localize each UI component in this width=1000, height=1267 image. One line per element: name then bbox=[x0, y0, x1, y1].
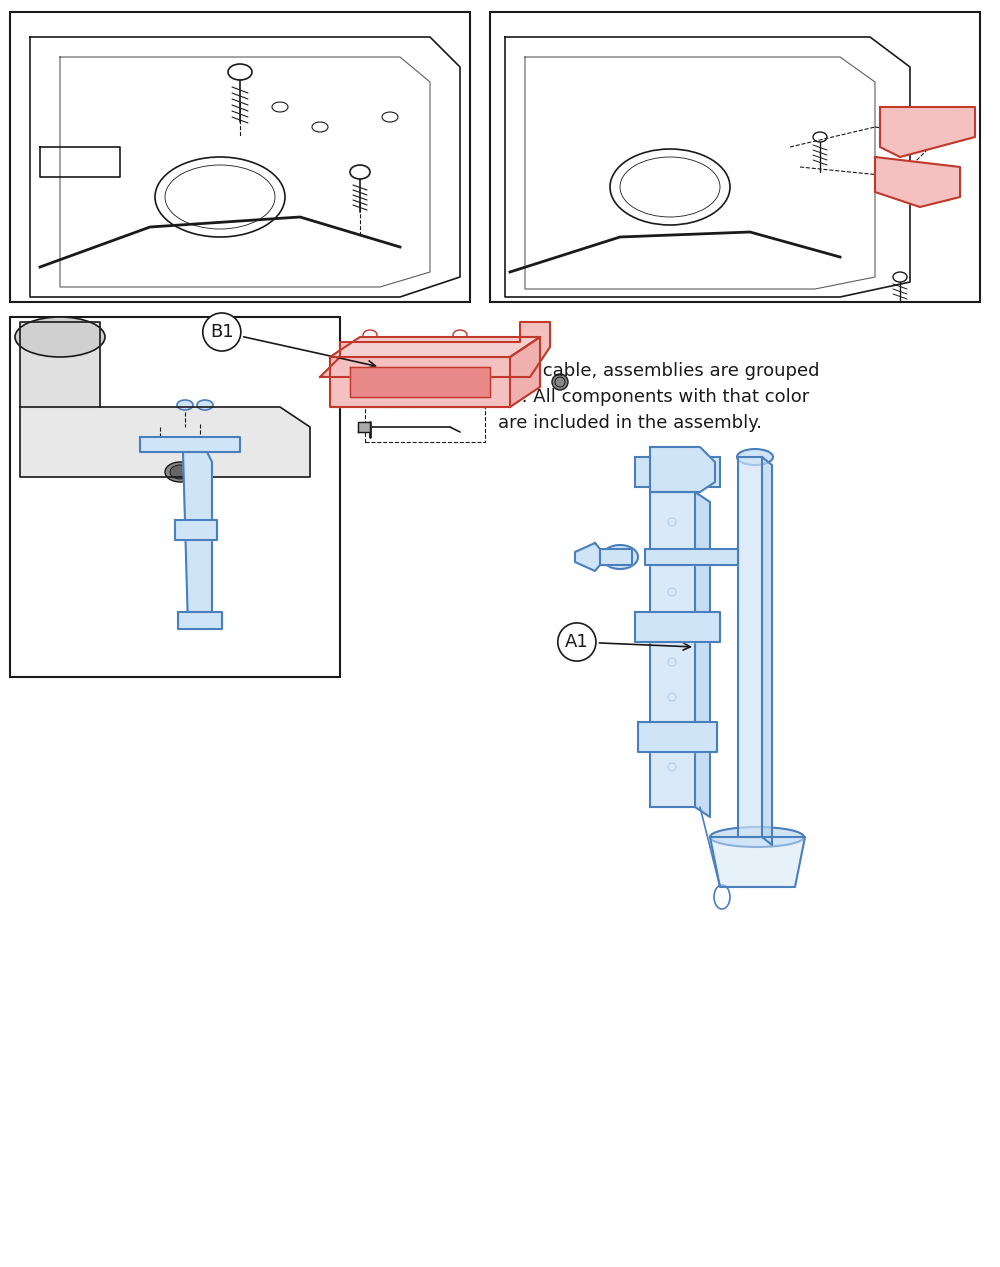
Polygon shape bbox=[695, 492, 710, 817]
Text: When applicable, assemblies are grouped
by color. All components with that color: When applicable, assemblies are grouped … bbox=[441, 361, 819, 432]
Polygon shape bbox=[575, 544, 600, 571]
Polygon shape bbox=[178, 612, 222, 628]
Polygon shape bbox=[510, 337, 540, 407]
Ellipse shape bbox=[197, 400, 213, 411]
Polygon shape bbox=[650, 447, 715, 492]
Ellipse shape bbox=[737, 449, 773, 465]
Polygon shape bbox=[175, 519, 217, 540]
Polygon shape bbox=[600, 549, 632, 565]
Polygon shape bbox=[330, 357, 510, 407]
Bar bbox=[10, 11, 470, 302]
Bar bbox=[700, 457, 720, 487]
Ellipse shape bbox=[552, 374, 568, 390]
Bar bbox=[10, 317, 340, 677]
Polygon shape bbox=[638, 722, 717, 753]
Text: A1: A1 bbox=[565, 634, 690, 651]
Polygon shape bbox=[650, 492, 695, 807]
Ellipse shape bbox=[177, 400, 193, 411]
Polygon shape bbox=[140, 437, 240, 452]
Polygon shape bbox=[30, 37, 460, 296]
Polygon shape bbox=[350, 367, 490, 397]
Ellipse shape bbox=[165, 462, 195, 481]
Polygon shape bbox=[20, 407, 310, 476]
Ellipse shape bbox=[602, 545, 638, 569]
Ellipse shape bbox=[710, 827, 804, 848]
Bar bbox=[635, 457, 655, 487]
Ellipse shape bbox=[15, 317, 105, 357]
Polygon shape bbox=[880, 106, 975, 157]
Polygon shape bbox=[762, 457, 772, 845]
Polygon shape bbox=[320, 322, 550, 378]
Polygon shape bbox=[330, 337, 540, 357]
Bar bbox=[365, 407, 485, 442]
Polygon shape bbox=[183, 452, 212, 627]
Bar bbox=[490, 11, 980, 302]
Ellipse shape bbox=[813, 132, 827, 142]
Polygon shape bbox=[358, 422, 370, 432]
Polygon shape bbox=[20, 322, 100, 407]
Polygon shape bbox=[635, 612, 720, 642]
Polygon shape bbox=[645, 549, 738, 565]
Ellipse shape bbox=[170, 465, 190, 479]
Polygon shape bbox=[710, 837, 805, 887]
Ellipse shape bbox=[893, 272, 907, 283]
Polygon shape bbox=[505, 37, 910, 296]
Text: B1: B1 bbox=[210, 323, 375, 367]
Polygon shape bbox=[875, 157, 960, 207]
Polygon shape bbox=[738, 457, 762, 837]
